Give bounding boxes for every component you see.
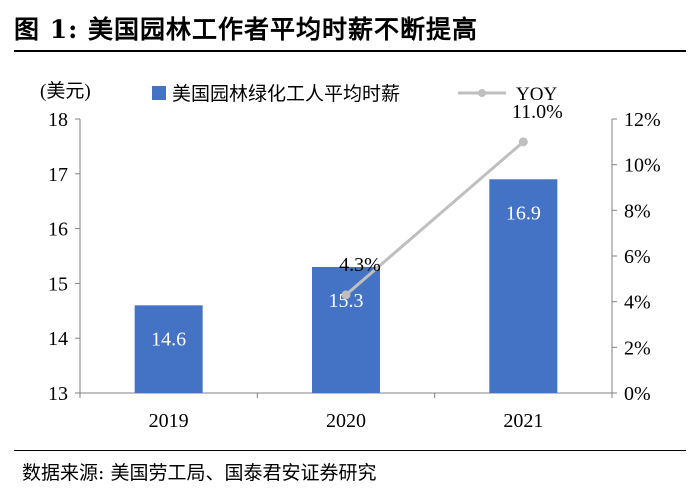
left-axis-tick-label: 14: [48, 328, 68, 350]
legend-line-label: YOY: [516, 84, 557, 105]
left-axis-tick-label: 17: [48, 164, 68, 186]
right-axis-tick-label: 0%: [624, 383, 651, 405]
bar: [489, 179, 558, 393]
right-axis-tick-label: 4%: [624, 292, 651, 314]
x-axis-tick-label: 2021: [503, 410, 543, 432]
left-axis-tick-label: 13: [48, 383, 68, 405]
source-rule: [14, 450, 686, 451]
yoy-point: [341, 290, 351, 300]
left-axis-tick-label: 16: [48, 219, 68, 241]
yoy-point: [518, 137, 528, 147]
yoy-data-label: 11.0%: [512, 101, 563, 123]
bar-line-chart: (美元) 美国园林绿化工人平均时薪 YOY 13 14 15 16 17 18 0% 2% 4%…: [40, 80, 661, 432]
bar: [134, 305, 203, 393]
yoy-series: 4.3% 11.0%: [339, 101, 563, 300]
right-axis-tick-label: 8%: [624, 200, 651, 222]
right-axis-tick-label: 12%: [624, 109, 661, 131]
x-axis-tick-label: 2019: [149, 410, 189, 432]
bar-series: 14.6 15.3 16.9: [134, 179, 558, 393]
right-axis-tick-label: 2%: [624, 337, 651, 359]
right-axis-tick-label: 10%: [624, 155, 661, 177]
left-axis-tick-label: 15: [48, 273, 68, 295]
left-axis-unit: (美元): [40, 80, 91, 102]
source-note: 数据来源: 美国劳工局、国泰君安证券研究: [22, 462, 377, 484]
yoy-line: [345, 140, 525, 296]
bar-data-label: 15.3: [329, 290, 364, 312]
legend: 美国园林绿化工人平均时薪 YOY: [152, 83, 557, 105]
title-rule: [14, 50, 686, 52]
figure-title: 图 1: 美国园林工作者平均时薪不断提高: [14, 15, 479, 44]
legend-line-marker: [478, 89, 486, 97]
right-axis-tick-label: 6%: [624, 246, 651, 268]
bar: [312, 266, 380, 393]
left-axis-tick-label: 18: [48, 109, 68, 131]
bar-data-label: 14.6: [151, 328, 186, 350]
bar-data-label: 16.9: [506, 202, 541, 224]
x-axis-tick-label: 2020: [326, 410, 366, 432]
axes: 13 14 15 16 17 18 0% 2% 4% 6% 8% 10% 12% 2019 2020 2021: [48, 109, 661, 432]
yoy-data-label: 4.3%: [339, 254, 381, 276]
legend-bar-label: 美国园林绿化工人平均时薪: [172, 83, 400, 105]
legend-bar-swatch: [152, 86, 166, 100]
